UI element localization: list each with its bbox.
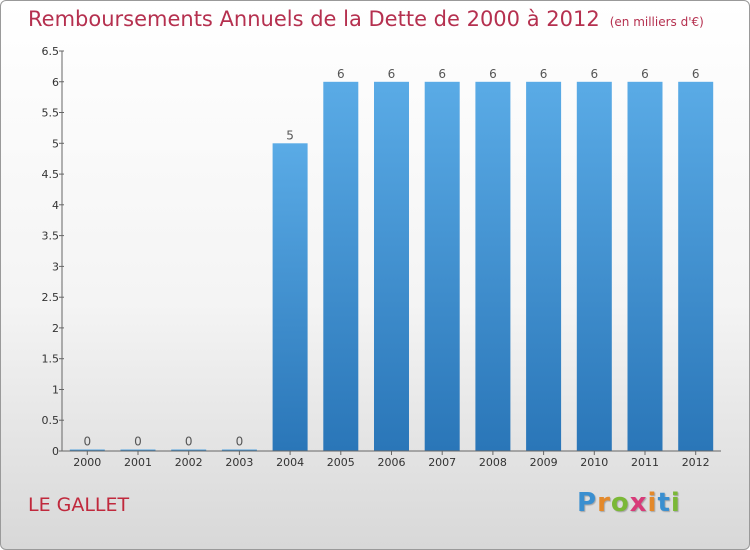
data-label-2001: 0 xyxy=(134,435,142,449)
data-label-2008: 6 xyxy=(489,67,497,81)
bar-2012 xyxy=(678,81,714,452)
y-tick-label: 1.5 xyxy=(42,353,60,366)
logo-letter: t xyxy=(657,488,671,518)
y-tick-label: 0.5 xyxy=(42,414,60,427)
bar-2011 xyxy=(627,81,663,452)
data-label-2000: 0 xyxy=(83,435,91,449)
data-label-2007: 6 xyxy=(438,67,446,81)
data-label-2011: 6 xyxy=(641,67,649,81)
bar-2006 xyxy=(374,81,409,452)
data-label-2002: 0 xyxy=(185,435,193,449)
y-tick-label: 4 xyxy=(52,199,59,212)
x-tick-label-2006: 2006 xyxy=(378,456,406,469)
x-tick-label-2007: 2007 xyxy=(428,456,456,469)
bar-2009 xyxy=(526,81,562,452)
x-tick-label-2000: 2000 xyxy=(73,456,101,469)
bar-2004 xyxy=(272,143,308,452)
x-tick-label-2003: 2003 xyxy=(225,456,253,469)
logo-letter: i xyxy=(647,488,658,518)
x-tick-label-2008: 2008 xyxy=(479,456,507,469)
y-tick-label: 5.5 xyxy=(42,107,60,120)
y-tick-label: 4.5 xyxy=(42,168,60,181)
y-tick-label: 3 xyxy=(52,260,59,273)
bar-2002 xyxy=(171,449,207,451)
data-label-2006: 6 xyxy=(388,67,396,81)
data-label-2004: 5 xyxy=(286,128,294,142)
y-tick-label: 1 xyxy=(52,384,59,397)
x-tick-label-2011: 2011 xyxy=(631,456,659,469)
labels: 0 2000 0 2001 0 2002 0 2003 5 2004 6 2005 6 2006 6 2007… xyxy=(42,45,710,469)
commune-name: LE GALLET xyxy=(28,494,130,516)
bar-2001 xyxy=(120,449,156,451)
bar-2005 xyxy=(323,81,359,452)
bar-2008 xyxy=(475,81,511,452)
x-tick-label-2012: 2012 xyxy=(682,456,710,469)
y-tick-label: 3.5 xyxy=(42,230,60,243)
data-label-2003: 0 xyxy=(236,435,244,449)
chart-title: Remboursements Annuels de la Dette de 20… xyxy=(28,7,704,31)
x-tick-label-2005: 2005 xyxy=(327,456,355,469)
data-label-2009: 6 xyxy=(540,67,548,81)
logo-letter: x xyxy=(629,488,648,518)
data-label-2005: 6 xyxy=(337,67,345,81)
bar-2003 xyxy=(221,449,257,451)
x-tick-label-2002: 2002 xyxy=(175,456,203,469)
logo-letter: o xyxy=(610,488,630,518)
axes xyxy=(59,50,721,455)
chart-subtitle: (en milliers d'€) xyxy=(609,15,704,29)
x-tick-label-2001: 2001 xyxy=(124,456,152,469)
data-label-2010: 6 xyxy=(590,67,598,81)
bar-2007 xyxy=(424,81,460,452)
y-tick-label: 2 xyxy=(52,322,59,335)
proxiti-logo: Proxiti xyxy=(577,488,681,518)
y-tick-label: 5 xyxy=(52,137,59,150)
x-tick-label-2004: 2004 xyxy=(276,456,304,469)
bar-2010 xyxy=(576,81,612,452)
bar-2000 xyxy=(69,449,105,451)
y-tick-label: 0 xyxy=(52,445,59,458)
x-tick-label-2010: 2010 xyxy=(580,456,608,469)
y-tick-label: 6.5 xyxy=(42,45,60,58)
data-label-2012: 6 xyxy=(692,67,700,81)
logo-letter: i xyxy=(670,488,681,518)
bar-series xyxy=(69,81,714,452)
logo-letter: P xyxy=(577,488,598,518)
logo-letter: r xyxy=(597,488,611,518)
y-tick-label: 2.5 xyxy=(42,291,60,304)
y-tick-label: 6 xyxy=(52,76,59,89)
x-tick-label-2009: 2009 xyxy=(530,456,558,469)
